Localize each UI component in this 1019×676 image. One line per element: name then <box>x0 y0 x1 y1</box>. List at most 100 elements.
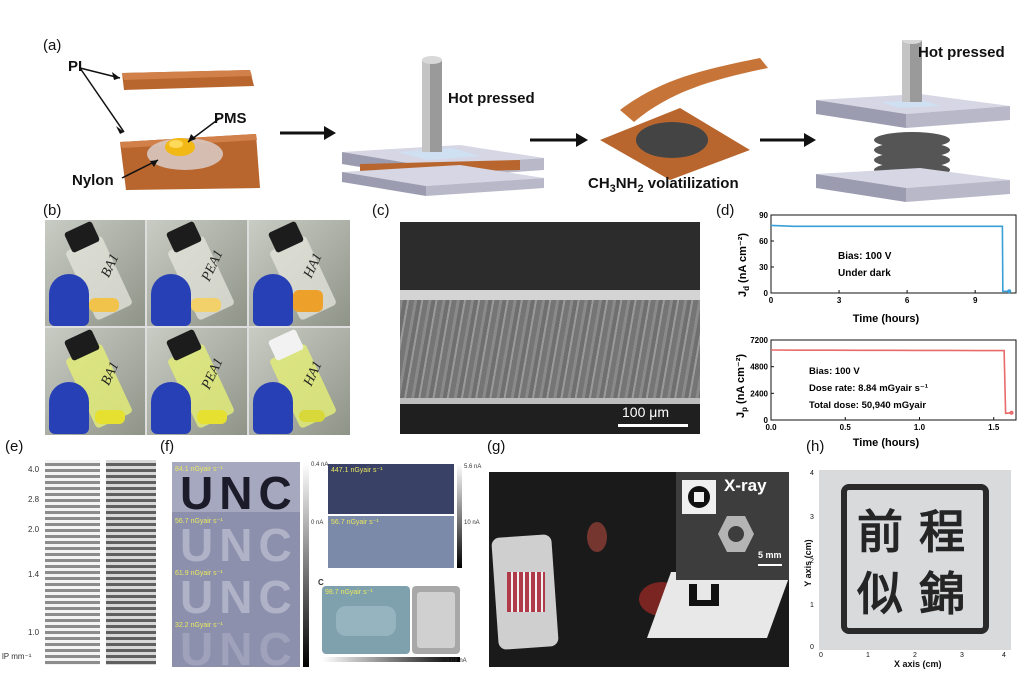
dark-current-ytick-label: 90 <box>759 211 768 220</box>
right-colorbar <box>457 464 462 568</box>
colorbar-label-2: 0 nA <box>311 520 324 526</box>
sem-cross-section: 100 μm <box>400 222 700 434</box>
seal-char-2: 前 <box>857 505 903 559</box>
photocurrent-xtick-label: 0.0 <box>765 423 777 432</box>
xray-scale-bar <box>758 564 782 566</box>
unc-letters-3: UNC <box>180 571 298 623</box>
photocurrent-annotation-dose-rate: Dose rate: 8.84 mGyair s⁻¹ <box>809 383 928 394</box>
dark-current-xtick-label: 3 <box>837 296 842 305</box>
object-xray-image: 98.7 nGyair s⁻¹ <box>322 586 410 654</box>
lp-tick-1: 4.0 <box>28 465 40 474</box>
xray-label: X-ray <box>724 476 767 495</box>
h-ytick-4: 4 <box>810 470 814 477</box>
right-dose-label-1: 447.1 nGyair s⁻¹ <box>331 467 383 474</box>
sem-scale-bar-label: 100 μm <box>622 404 669 420</box>
photocurrent-plot-frame <box>770 339 1017 421</box>
photocurrent-ytick-label: 0 <box>764 416 769 425</box>
dose-label-1: 84.1 nGyair s⁻¹ <box>175 466 223 473</box>
seal-char-3: 錦 <box>919 567 965 621</box>
panel-label-h: (h) <box>806 438 825 455</box>
dose-label-3: 61.9 nGyair s⁻¹ <box>175 570 223 577</box>
unc-letters-4: UNC <box>180 623 298 675</box>
photocurrent-series-line <box>770 349 1012 415</box>
dark-current-xtick-label: 9 <box>973 296 978 305</box>
panel-label-g: (g) <box>487 438 506 455</box>
phone-pixel-image <box>507 572 545 612</box>
photocurrent-series-endpoint <box>1009 410 1014 415</box>
right-colorbar-label-2: 10 nA <box>464 520 480 526</box>
dark-current-series-line <box>770 224 1010 293</box>
colorbar-label-1: 0.4 nA <box>311 462 329 468</box>
seal-border <box>841 484 989 634</box>
panel-label-b: (b) <box>43 202 62 219</box>
photocurrent-y-label: Jp (nA cm⁻²) <box>735 354 749 418</box>
unc-letters-1: UNC <box>180 467 298 519</box>
photocurrent-annotation-bias: Bias: 100 V <box>809 366 860 377</box>
object-colorbar-label: 0.08 nA <box>446 658 467 664</box>
panel-label-f: (f) <box>160 438 175 455</box>
photocurrent-ytick-label: 4800 <box>750 363 768 372</box>
dark-current-xtick-label: 0 <box>769 296 774 305</box>
dark-current-y-label: Jd (nA cm⁻²) <box>737 233 751 297</box>
lp-tick-5: 1.0 <box>28 628 40 637</box>
unc-colorbar <box>303 462 309 667</box>
h-ytick-0: 0 <box>810 644 814 651</box>
h-ytick-3: 3 <box>810 514 814 521</box>
dark-current-ytick-label: 60 <box>759 237 768 246</box>
dark-current-chart: Jd (nA cm⁻²) Time (hours) Bias: 100 V Un… <box>737 211 1017 325</box>
panel-label-c: (c) <box>372 202 390 219</box>
seal-xray-image: 程 前 錦 似 <box>819 470 1011 650</box>
lp-tick-3: 2.0 <box>28 525 40 534</box>
unc-letters-2: UNC <box>180 519 298 571</box>
dark-current-ytick-label: 30 <box>759 263 768 272</box>
hex-nut-image <box>718 516 754 552</box>
lp-unit: lP mm⁻¹ <box>2 652 32 661</box>
pms-label: PMS <box>214 110 247 127</box>
dark-current-plot-frame <box>770 214 1017 294</box>
photocurrent-xtick-label: 1.0 <box>914 423 926 432</box>
panel-label-a: (a) <box>43 37 62 54</box>
seal-char-4: 似 <box>857 567 903 621</box>
sem-scale-bar <box>618 424 688 427</box>
sub-panel-c-label: C <box>318 578 324 587</box>
xray-ring-image <box>682 480 716 514</box>
h-x-axis-label: X axis (cm) <box>894 659 942 669</box>
dose-label-4: 32.2 nGyair s⁻¹ <box>175 622 223 629</box>
pi-label: PI <box>68 58 83 75</box>
line-pair-target-image <box>45 460 100 665</box>
panel-label-e: (e) <box>5 438 24 455</box>
dark-current-xtick-label: 6 <box>905 296 910 305</box>
dark-current-series-endpoint <box>1007 289 1012 294</box>
dose-label-2: 56.7 nGyair s⁻¹ <box>175 518 223 525</box>
object-colorbar <box>322 657 460 662</box>
h-ytick-2: 2 <box>810 558 814 565</box>
panel-label-d: (d) <box>716 202 735 219</box>
h-xtick-1: 1 <box>866 652 870 659</box>
dark-current-x-label: Time (hours) <box>853 313 920 325</box>
xray-inset: X-ray 5 mm <box>676 472 789 580</box>
h-y-axis-label: Y axis (cm) <box>803 539 813 587</box>
photocurrent-ytick-label: 2400 <box>750 389 768 398</box>
hot-pressed-label-2: Hot pressed <box>918 44 1005 61</box>
fabrication-schematic <box>79 40 1010 202</box>
lp-tick-2: 2.8 <box>28 495 40 504</box>
h-ytick-1: 1 <box>810 602 814 609</box>
h-xtick-0: 0 <box>819 652 823 659</box>
hot-pressed-label-1: Hot pressed <box>448 90 535 107</box>
photocurrent-annotation-total-dose: Total dose: 50,940 mGyair <box>809 400 926 411</box>
unc-image-stack: UNC UNC UNC UNC 84.1 nGyair s⁻¹ 56.7 nGy… <box>172 462 300 675</box>
right-image-1: 447.1 nGyair s⁻¹ <box>328 464 454 514</box>
line-pair-xray-image <box>106 460 156 665</box>
h-xtick-3: 3 <box>960 652 964 659</box>
vials-photo: BA1 PEA1 HA1 BA1 PEA1 HA1 <box>45 220 350 435</box>
right-colorbar-label-1: 5.6 nA <box>464 464 482 470</box>
nylon-label: Nylon <box>72 172 114 189</box>
right-dose-label-3: 98.7 nGyair s⁻¹ <box>325 589 373 596</box>
right-image-2: 56.7 nGyair s⁻¹ <box>328 516 454 568</box>
xray-scale-label: 5 mm <box>758 550 782 560</box>
dark-current-ytick-label: 0 <box>764 289 769 298</box>
photocurrent-xtick-label: 1.5 <box>988 423 1000 432</box>
photocurrent-chart: Jp (nA cm⁻²) Time (hours) Bias: 100 V Do… <box>735 336 1017 449</box>
dark-current-annotation-bias: Bias: 100 V <box>838 251 892 262</box>
object-photo <box>412 586 460 654</box>
